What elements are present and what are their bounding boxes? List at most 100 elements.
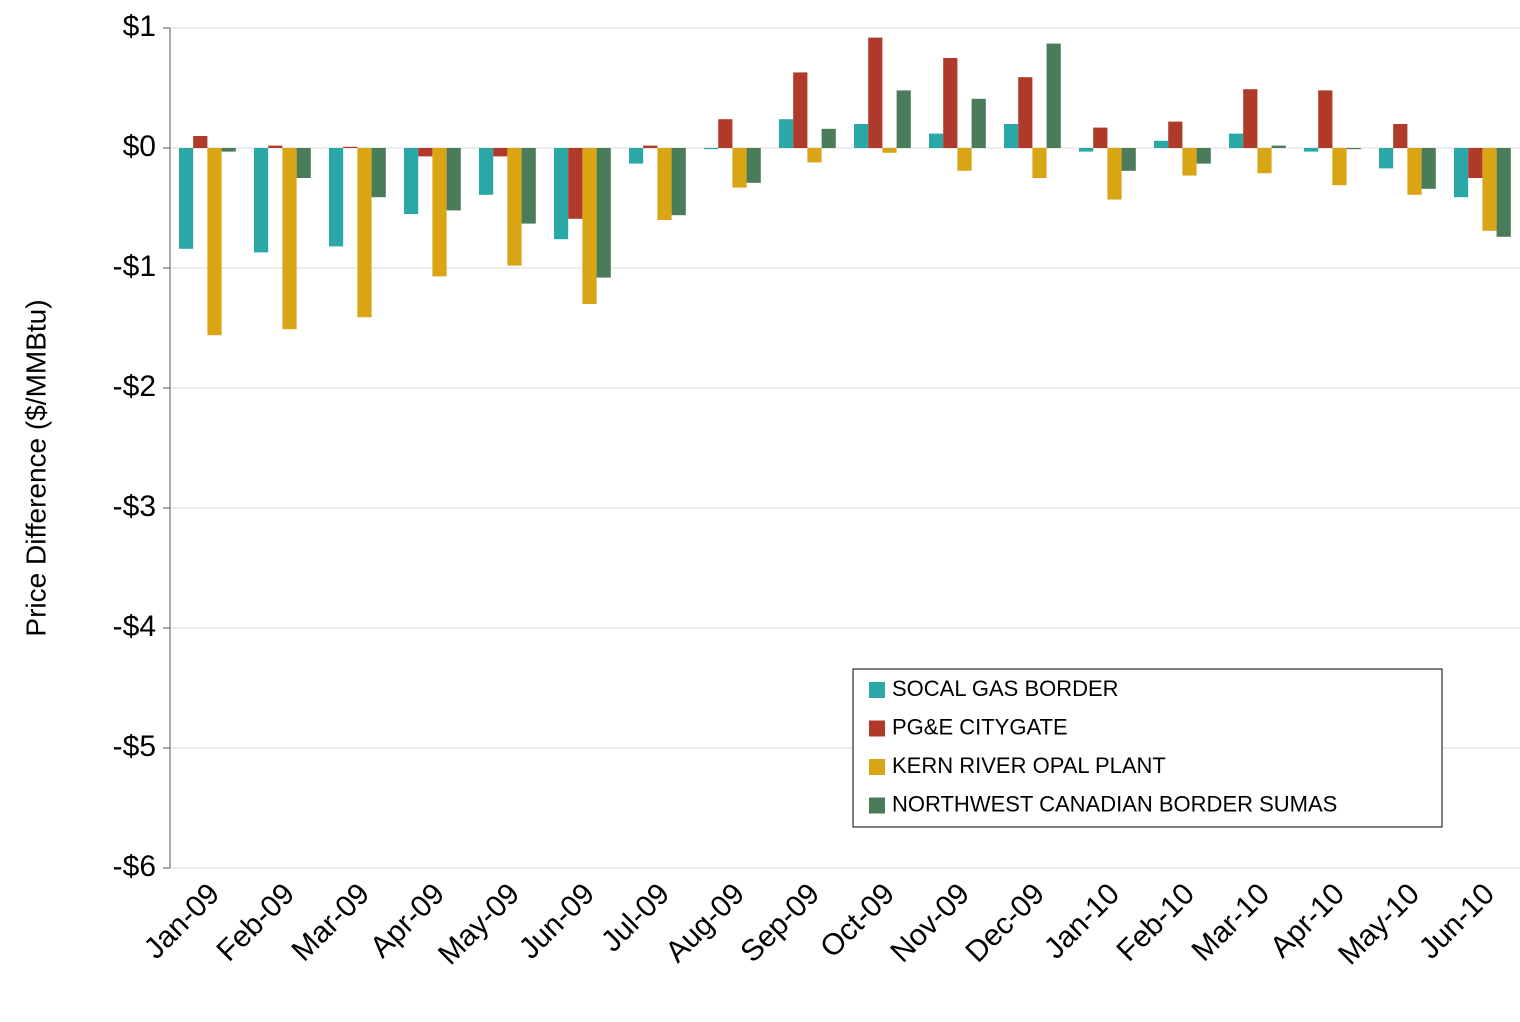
x-tick-label: Jan-09: [138, 877, 226, 965]
y-tick-label: -$5: [113, 730, 156, 763]
bar: [1407, 148, 1422, 195]
bar: [1004, 124, 1019, 148]
bar: [1482, 148, 1497, 231]
legend-label: NORTHWEST CANADIAN BORDER SUMAS: [892, 791, 1337, 816]
bar: [282, 148, 297, 330]
bar: [1379, 148, 1394, 169]
bar: [329, 148, 344, 247]
bar: [657, 148, 672, 220]
bar: [868, 37, 883, 148]
x-tick-label: Mar-09: [286, 877, 377, 968]
bar: [432, 148, 447, 277]
x-tick-label: Nov-09: [884, 877, 976, 969]
bar: [357, 148, 372, 318]
bar: [929, 133, 944, 148]
bar: [521, 148, 536, 224]
x-tick-label: Oct-09: [814, 877, 901, 964]
legend-label: KERN RIVER OPAL PLANT: [892, 753, 1166, 778]
bar: [296, 148, 311, 178]
bar: [1304, 148, 1319, 152]
bar: [1421, 148, 1436, 189]
bar: [1271, 145, 1286, 148]
x-tick-label: Mar-10: [1186, 877, 1277, 968]
y-tick-label: -$2: [113, 370, 156, 403]
bar: [807, 148, 822, 163]
bar: [507, 148, 522, 266]
bar: [1018, 77, 1033, 148]
bar: [704, 148, 719, 150]
bar: [643, 145, 658, 148]
x-tick-label: Jan-10: [1038, 877, 1126, 965]
x-tick-label: Feb-09: [210, 877, 301, 968]
bar: [732, 148, 747, 188]
bar: [1346, 148, 1361, 150]
bar: [882, 148, 897, 153]
bar: [1093, 127, 1108, 148]
x-tick-label: Jun-09: [513, 877, 601, 965]
bar: [1454, 148, 1469, 198]
bar: [193, 136, 208, 148]
bar: [718, 119, 733, 148]
bar: [821, 128, 836, 148]
y-tick-label: -$6: [113, 850, 156, 883]
bar: [1393, 124, 1408, 148]
x-tick-label: Sep-09: [734, 877, 826, 969]
bar: [1318, 90, 1333, 148]
bar: [268, 145, 283, 148]
bar: [479, 148, 494, 195]
bar: [343, 146, 358, 148]
bar: [207, 148, 222, 336]
bar: [404, 148, 419, 214]
legend-swatch: [869, 797, 885, 814]
bar: [629, 148, 644, 164]
legend-swatch: [869, 682, 885, 698]
bar: [1196, 148, 1211, 164]
bar: [854, 124, 869, 148]
legend: SOCAL GAS BORDER PG&E CITYGATE KERN RIVER …: [852, 668, 1443, 828]
bar: [1032, 148, 1047, 178]
y-tick-label: $0: [123, 130, 156, 163]
bar: [1121, 148, 1136, 171]
bar: [493, 148, 508, 157]
bar: [418, 148, 433, 157]
bar: [1182, 148, 1197, 176]
bar: [446, 148, 461, 211]
bar: [793, 72, 808, 148]
bar: [596, 148, 611, 278]
legend-box: [852, 668, 1443, 828]
bar: [1468, 148, 1483, 178]
bar: [554, 148, 569, 240]
bar: [582, 148, 597, 304]
bar: [1243, 89, 1258, 148]
bar: [179, 148, 194, 249]
bar: [779, 119, 794, 148]
bar: [254, 148, 269, 253]
bar: [943, 58, 958, 148]
bar: [1154, 140, 1169, 148]
bar: [957, 148, 972, 171]
bar: [1257, 148, 1272, 174]
y-tick-label: $1: [123, 10, 156, 43]
bar: [221, 148, 236, 152]
bar: [971, 98, 986, 148]
y-tick-label: -$1: [113, 250, 156, 283]
bar: [1079, 148, 1094, 152]
bar: [746, 148, 761, 183]
bar: [1496, 148, 1511, 237]
bar: [671, 148, 686, 216]
legend-swatch: [869, 759, 885, 775]
x-tick-label: Dec-09: [959, 877, 1051, 969]
x-tick-label: May-09: [432, 877, 526, 971]
x-tick-label: May-10: [1332, 877, 1426, 971]
y-axis-label: Price Difference ($/MMBtu): [20, 299, 51, 636]
bar: [568, 148, 583, 219]
bar: [1332, 148, 1347, 186]
x-tick-label: Feb-10: [1110, 877, 1201, 968]
y-tick-label: -$3: [113, 490, 156, 523]
bar: [1046, 43, 1061, 148]
bar: [1107, 148, 1122, 200]
bar: [371, 148, 386, 198]
legend-label: PG&E CITYGATE: [892, 714, 1068, 739]
y-tick-label: -$4: [113, 610, 156, 643]
